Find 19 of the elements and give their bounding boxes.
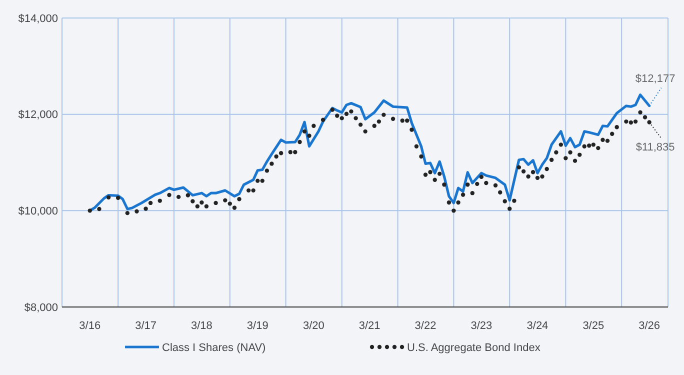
x-tick-label: 3/25	[582, 320, 604, 332]
y-tick-label: $8,000	[24, 302, 58, 314]
x-tick-label: 3/19	[246, 320, 268, 332]
x-tick-label: 3/16	[79, 320, 101, 332]
x-tick-label: 3/26	[638, 320, 660, 332]
legend-label: U.S. Aggregate Bond Index	[407, 342, 541, 354]
y-tick-label: $10,000	[18, 206, 58, 218]
x-tick-label: 3/23	[470, 320, 492, 332]
annotation: $11,835	[636, 141, 675, 154]
y-tick-label: $14,000	[18, 12, 58, 25]
x-tick-label: 3/21	[358, 320, 380, 332]
x-tick-label: 3/17	[135, 320, 157, 332]
y-tick-label: $12,000	[18, 109, 58, 122]
annotation: $12,177	[635, 72, 676, 85]
x-tick-label: 3/24	[526, 320, 548, 332]
x-tick-label: 3/20	[302, 320, 324, 332]
x-tick-label: 3/22	[414, 320, 436, 332]
legend-label: Class I Shares (NAV)	[162, 342, 266, 354]
x-tick-label: 3/18	[190, 320, 212, 332]
